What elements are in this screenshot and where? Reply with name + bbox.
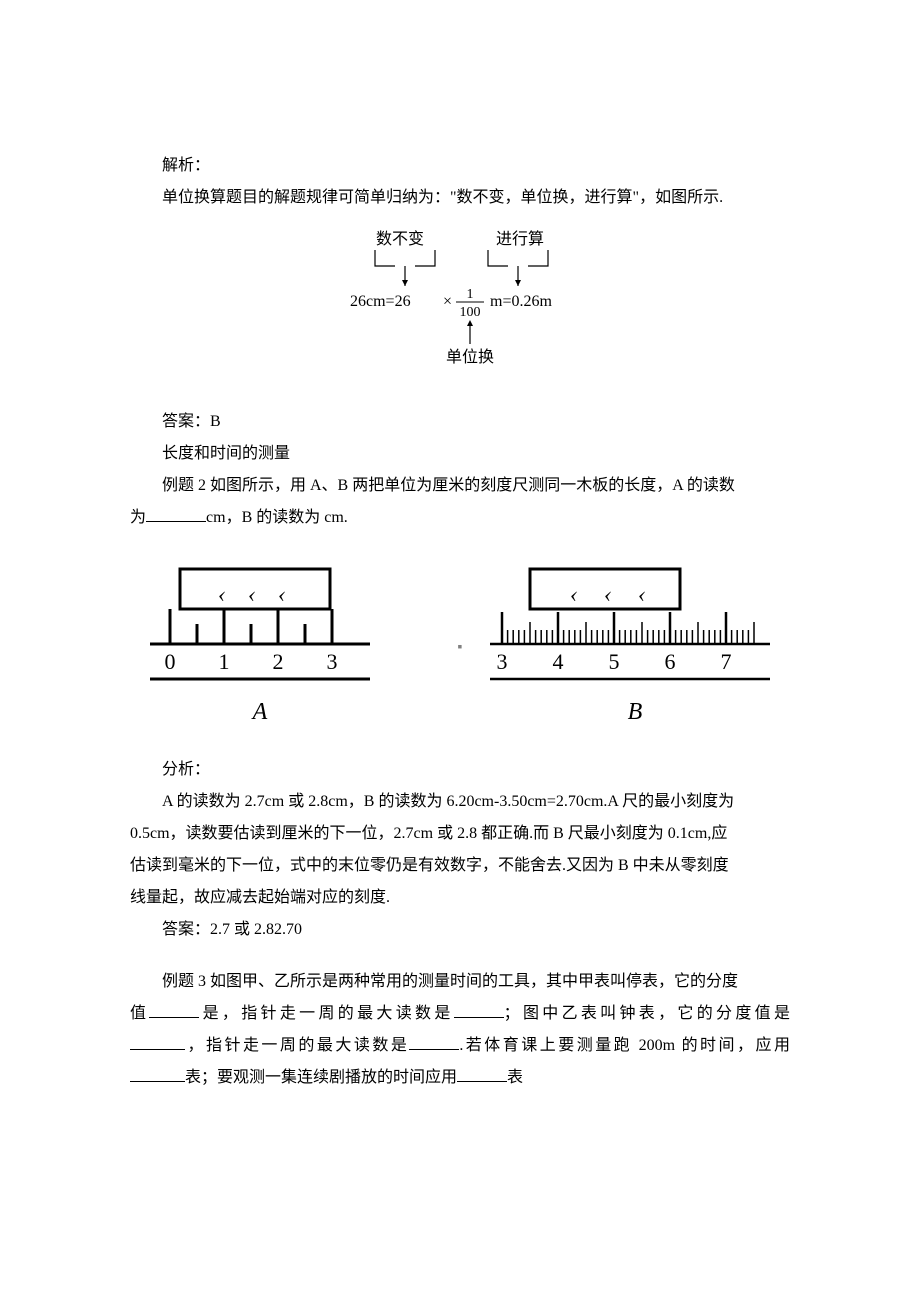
chevron: ‹ — [638, 582, 646, 608]
tick-3: 3 — [497, 649, 508, 674]
ex3-l4b: 表 — [507, 1069, 523, 1086]
conversion-svg: 数不变 进行算 26cm=26 × 1 100 m=0.26m 单位换 — [320, 226, 600, 376]
label-top-right: 进行算 — [496, 229, 544, 248]
blank-clock-max — [409, 1031, 459, 1050]
tick-7: 7 — [721, 649, 732, 674]
blank-max-reading — [454, 999, 504, 1018]
ex3-l3a: ，指针走一周的最大读数是 — [185, 1037, 409, 1054]
analysis-heading: 分析： — [130, 754, 790, 786]
ruler-a-svg: ‹ ‹ ‹ 0 1 2 3 A — [140, 564, 380, 734]
ex2-l2a: 为 — [130, 509, 146, 526]
tick-4: 4 — [553, 649, 564, 674]
blank-a-reading — [146, 503, 206, 522]
blank-clock-div — [130, 1031, 185, 1050]
example3-line4: 表；要观测一集连续剧播放的时间应用 表 — [130, 1062, 790, 1094]
tick-1: 1 — [219, 649, 230, 674]
page-body: 解析： 单位换算题目的解题规律可简单归纳为："数不变，单位换，进行算"，如图所示… — [0, 0, 920, 1174]
blank-sport-watch — [130, 1063, 185, 1082]
chevron: ‹ — [604, 582, 612, 608]
ruler-b-label: B — [628, 699, 643, 725]
answer-2: 答案：2.7 或 2.82.70 — [130, 914, 790, 946]
ex3-l2a: 值 — [130, 1005, 149, 1022]
blank-tv-watch — [457, 1063, 507, 1082]
eq-frac-num: 1 — [467, 287, 474, 302]
label-bottom: 单位换 — [446, 348, 494, 366]
tick-2: 2 — [273, 649, 284, 674]
chevron: ‹ — [278, 582, 286, 608]
answer-1: 答案：B — [130, 406, 790, 438]
eq-left: 26cm=26 — [350, 293, 411, 310]
chevron: ‹ — [570, 582, 578, 608]
label-top-left: 数不变 — [376, 230, 424, 248]
ruler-b-svg: ‹ ‹ ‹ 3 4 5 6 7 B — [480, 564, 780, 734]
analysis-p3: 估读到毫米的下一位，式中的末位零仍是有效数字，不能舍去.又因为 B 中未从零刻度 — [130, 850, 790, 882]
section-heading: 长度和时间的测量 — [130, 438, 790, 470]
explanation-para: 单位换算题目的解题规律可简单归纳为："数不变，单位换，进行算"，如图所示. — [130, 182, 790, 214]
center-dot-icon: ▪ — [458, 634, 463, 662]
ex3-l2b: 是，指针走一周的最大读数是 — [199, 1005, 453, 1022]
chevron: ‹ — [218, 582, 226, 608]
ex3-l4a: 表；要观测一集连续剧播放的时间应用 — [185, 1069, 457, 1086]
example3-line1: 例题 3 如图甲、乙所示是两种常用的测量时间的工具，其中甲表叫停表，它的分度 — [130, 966, 790, 998]
tick-3: 3 — [327, 649, 338, 674]
ex3-l3b: .若体育课上要测量跑 200m 的时间，应用 — [459, 1037, 790, 1054]
example2-line2: 为 cm，B 的读数为 cm. — [130, 502, 790, 534]
ex2-l2b: cm，B 的读数为 cm. — [206, 509, 348, 526]
analysis-p1: A 的读数为 2.7cm 或 2.8cm，B 的读数为 6.20cm-3.50c… — [130, 786, 790, 818]
chevron: ‹ — [248, 582, 256, 608]
example2-line1: 例题 2 如图所示，用 A、B 两把单位为厘米的刻度尺测同一木板的长度，A 的读… — [130, 470, 790, 502]
example3-line3: ，指针走一周的最大读数是 .若体育课上要测量跑 200m 的时间，应用 — [130, 1030, 790, 1062]
analysis-p4: 线量起，故应减去起始端对应的刻度. — [130, 882, 790, 914]
eq-times: × — [443, 293, 452, 310]
eq-frac-den: 100 — [460, 305, 481, 320]
tick-0: 0 — [165, 649, 176, 674]
example3-line2: 值 是，指针走一周的最大读数是 ；图中乙表叫钟表，它的分度值是 — [130, 998, 790, 1030]
blank-division — [149, 999, 199, 1018]
rulers-figure: ▪ ‹ ‹ ‹ 0 1 2 3 A — [140, 564, 780, 734]
analysis-p2: 0.5cm，读数要估读到厘米的下一位，2.7cm 或 2.8 都正确.而 B 尺… — [130, 818, 790, 850]
conversion-diagram: 数不变 进行算 26cm=26 × 1 100 m=0.26m 单位换 — [130, 226, 790, 388]
ex3-l2c: ；图中乙表叫钟表，它的分度值是 — [504, 1005, 790, 1022]
eq-right: m=0.26m — [490, 293, 552, 310]
tick-6: 6 — [665, 649, 676, 674]
analysis-label: 解析： — [130, 150, 790, 182]
tick-5: 5 — [609, 649, 620, 674]
ruler-a-label: A — [251, 699, 268, 725]
